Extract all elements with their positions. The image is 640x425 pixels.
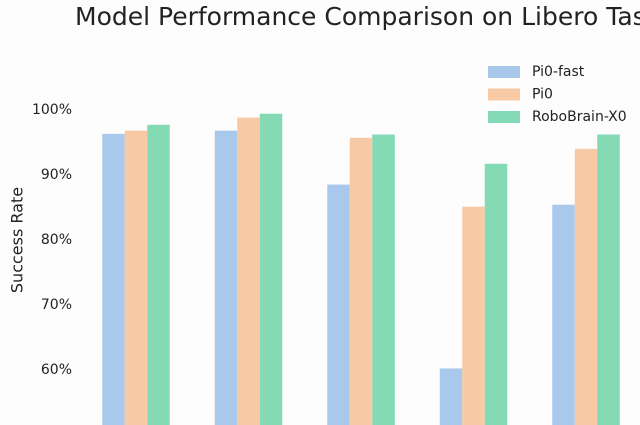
bar	[214, 130, 238, 425]
legend-swatch	[488, 88, 520, 101]
y-tick-label: 100%	[32, 102, 72, 118]
bar	[327, 184, 350, 425]
legend-label: Pi0	[532, 87, 553, 103]
bar	[574, 148, 598, 425]
bar	[597, 134, 620, 425]
legend-label: RoboBrain-X0	[532, 109, 627, 125]
bar	[552, 204, 575, 425]
bar	[484, 163, 508, 425]
y-tick-label: 60%	[41, 362, 72, 378]
legend-label: Pi0-fast	[532, 64, 585, 80]
bar	[124, 130, 148, 425]
legend-swatch	[488, 111, 520, 123]
bar	[147, 124, 170, 425]
bar	[439, 368, 463, 425]
bar	[259, 113, 283, 425]
y-tick-label: 90%	[41, 167, 72, 183]
bar	[372, 134, 395, 425]
bar	[349, 137, 373, 425]
y-tick-label: 80%	[41, 232, 72, 248]
y-tick-label: 70%	[41, 297, 72, 313]
y-axis-label: Success Rate	[8, 187, 27, 293]
chart-title: Model Performance Comparison on Libero T…	[75, 2, 640, 31]
legend-swatch	[488, 66, 520, 78]
bar	[102, 133, 125, 425]
bar	[237, 117, 260, 425]
bar	[462, 206, 485, 425]
